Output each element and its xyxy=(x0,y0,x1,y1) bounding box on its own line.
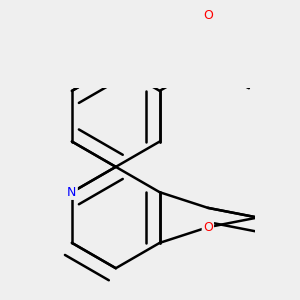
Text: N: N xyxy=(67,186,76,199)
Text: O: O xyxy=(203,221,213,234)
Text: O: O xyxy=(204,9,214,22)
